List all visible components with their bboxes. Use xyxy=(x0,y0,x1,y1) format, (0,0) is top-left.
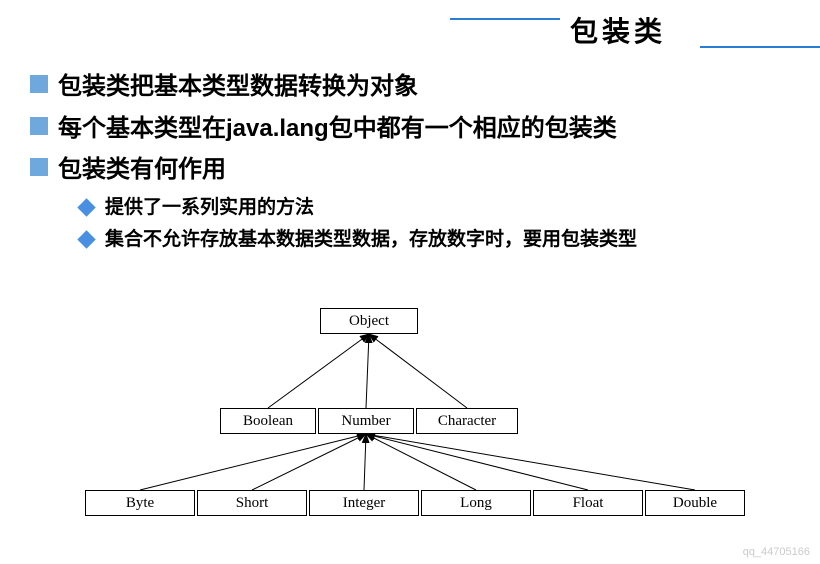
title-accent-line-top xyxy=(450,18,560,20)
diagram-edge xyxy=(366,434,695,490)
diagram-node-boolean: Boolean xyxy=(220,408,316,434)
sub-bullet-item: 提供了一系列实用的方法 xyxy=(80,195,790,222)
bullet-item: 包装类把基本类型数据转换为对象 xyxy=(30,70,790,104)
diagram-edge xyxy=(366,434,476,490)
sub-bullet-text: 集合不允许存放基本数据类型数据，存放数字时，要用包装类型 xyxy=(105,227,637,254)
bullet-text: 包装类有何作用 xyxy=(58,153,226,187)
diagram-node-character: Character xyxy=(416,408,518,434)
diagram-edge xyxy=(366,434,588,490)
bullet-text: 包装类把基本类型数据转换为对象 xyxy=(58,70,418,104)
diagram-edge xyxy=(252,434,366,490)
square-bullet-icon xyxy=(30,117,48,135)
square-bullet-icon xyxy=(30,75,48,93)
diamond-bullet-icon xyxy=(77,198,95,216)
diagram-node-byte: Byte xyxy=(85,490,195,516)
page-title: 包装类 xyxy=(570,10,666,50)
diagram-node-long: Long xyxy=(421,490,531,516)
watermark: qq_44705166 xyxy=(743,546,810,558)
diamond-bullet-icon xyxy=(77,231,95,249)
content-area: 包装类把基本类型数据转换为对象 每个基本类型在java.lang包中都有一个相应… xyxy=(30,70,790,260)
diagram-edge xyxy=(366,334,369,408)
title-bar: 包装类 xyxy=(0,10,820,50)
title-accent-line-bottom xyxy=(700,46,820,48)
diagram-edge xyxy=(364,434,366,490)
diagram-node-double: Double xyxy=(645,490,745,516)
sub-bullet-text: 提供了一系列实用的方法 xyxy=(105,195,314,222)
square-bullet-icon xyxy=(30,158,48,176)
diagram-edge xyxy=(369,334,467,408)
diagram-edge xyxy=(140,434,366,490)
diagram-edge xyxy=(268,334,369,408)
diagram-node-short: Short xyxy=(197,490,307,516)
bullet-item: 包装类有何作用 xyxy=(30,153,790,187)
diagram-node-integer: Integer xyxy=(309,490,419,516)
diagram-node-number: Number xyxy=(318,408,414,434)
diagram-node-float: Float xyxy=(533,490,643,516)
bullet-text: 每个基本类型在java.lang包中都有一个相应的包装类 xyxy=(58,112,617,146)
bullet-item: 每个基本类型在java.lang包中都有一个相应的包装类 xyxy=(30,112,790,146)
class-hierarchy-diagram: Object BooleanNumberCharacter ByteShortInt… xyxy=(85,300,745,540)
diagram-node-object: Object xyxy=(320,308,418,334)
sub-bullet-item: 集合不允许存放基本数据类型数据，存放数字时，要用包装类型 xyxy=(80,227,790,254)
